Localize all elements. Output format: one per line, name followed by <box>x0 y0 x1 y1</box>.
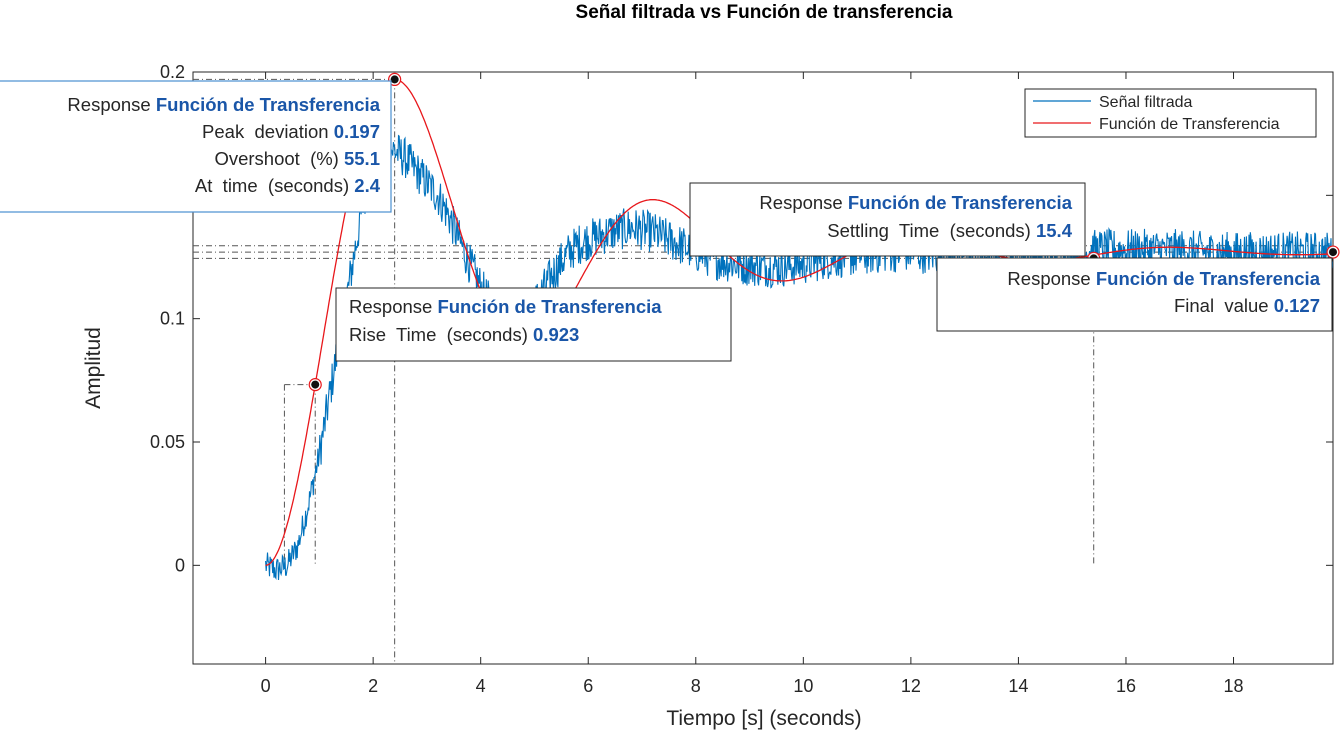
datatip-peak-overshoot-value: 55.1 <box>344 148 380 169</box>
axis-ticks: 0 2 4 6 8 10 12 14 16 18 0 0.05 0.1 0.2 <box>150 62 1333 696</box>
datatip-final-row: Final value 0.127 <box>1174 295 1320 316</box>
datatip-settling-header: Response Función de Transferencia <box>759 192 1072 213</box>
datatip-rise-value: 0.923 <box>533 324 579 345</box>
y-tick-label: 0.2 <box>160 62 185 82</box>
legend-entry-senal-filtrada: Señal filtrada <box>1099 94 1192 111</box>
x-tick-label: 8 <box>691 676 701 696</box>
datatip-rise-box <box>335 287 732 362</box>
legend-entry-funcion-de-transferencia: Función de Transferencia <box>1099 116 1280 133</box>
datatip-peak-row-deviation: Peak deviation 0.197 <box>202 121 380 142</box>
x-tick-label: 2 <box>368 676 378 696</box>
datatip-rise-header-value: Función de Transferencia <box>437 296 662 317</box>
datatip-peak-deviation-label: Peak deviation <box>202 121 329 142</box>
datatip-final-value: 0.127 <box>1274 295 1320 316</box>
datatip-marker-final[interactable] <box>1329 248 1337 257</box>
chart-title: Señal filtrada vs Función de transferenc… <box>576 2 953 23</box>
legend[interactable]: Señal filtrada Función de Transferencia <box>1024 88 1317 138</box>
datatip-peak[interactable]: Response Función de Transferencia Peak d… <box>0 80 392 213</box>
series-line-funcion-de-transferencia[interactable] <box>265 78 1333 566</box>
datatip-peak-header: Response Función de Transferencia <box>67 94 380 115</box>
datatip-settling-row: Settling Time (seconds) 15.4 <box>827 220 1072 241</box>
datatip-settling-time[interactable]: Response Función de Transferencia Settli… <box>689 182 1086 257</box>
datatip-final-label: Final value <box>1174 295 1269 316</box>
datatip-rise-header-label: Response <box>349 296 432 317</box>
datatip-final-header: Response Función de Transferencia <box>1007 268 1320 289</box>
x-tick-label: 0 <box>261 676 271 696</box>
y-axis-label: Amplitud <box>82 327 105 409</box>
datatip-final-value[interactable]: Response Función de Transferencia Final … <box>936 257 1333 332</box>
datatip-final-box <box>936 257 1333 332</box>
datatip-peak-box <box>0 80 392 213</box>
y-tick-label: 0.05 <box>150 432 185 452</box>
x-axis-label: Tiempo [s] (seconds) <box>666 707 861 730</box>
datatip-final-header-value: Función de Transferencia <box>1096 268 1321 289</box>
datatip-settling-value: 15.4 <box>1036 220 1073 241</box>
x-tick-label: 16 <box>1116 676 1136 696</box>
y-tick-label: 0.1 <box>160 309 185 329</box>
x-tick-label: 6 <box>583 676 593 696</box>
datatip-settling-header-label: Response <box>759 192 842 213</box>
datatip-settling-label: Settling Time (seconds) <box>827 220 1031 241</box>
datatip-peak-overshoot-label: Overshoot (%) <box>214 148 338 169</box>
y-tick-label: 0 <box>175 555 185 575</box>
datatip-final-header-label: Response <box>1007 268 1090 289</box>
datatip-rise-time[interactable]: Response Función de Transferencia Rise T… <box>335 287 732 362</box>
datatip-peak-deviation-value: 0.197 <box>334 121 380 142</box>
datatip-peak-header-label: Response <box>67 94 150 115</box>
datatip-marker-rise[interactable] <box>311 380 320 389</box>
datatip-peak-row-overshoot: Overshoot (%) 55.1 <box>214 148 380 169</box>
datatip-peak-header-value: Función de Transferencia <box>156 94 381 115</box>
x-tick-label: 10 <box>793 676 813 696</box>
x-tick-label: 18 <box>1224 676 1244 696</box>
datatip-rise-header: Response Función de Transferencia <box>349 296 662 317</box>
datatip-peak-time-value: 2.4 <box>354 175 380 196</box>
datatip-settling-header-value: Función de Transferencia <box>848 192 1073 213</box>
datatip-rise-row: Rise Time (seconds) 0.923 <box>349 324 579 345</box>
datatip-settling-box <box>689 182 1086 257</box>
legend-box <box>1024 88 1317 138</box>
datatip-peak-time-label: At time (seconds) <box>195 175 349 196</box>
datatip-rise-label: Rise Time (seconds) <box>349 324 528 345</box>
datatip-marker-peak[interactable] <box>390 75 399 84</box>
datatip-peak-row-time: At time (seconds) 2.4 <box>195 175 381 196</box>
x-tick-label: 12 <box>901 676 921 696</box>
x-tick-label: 4 <box>476 676 486 696</box>
x-tick-label: 14 <box>1008 676 1028 696</box>
